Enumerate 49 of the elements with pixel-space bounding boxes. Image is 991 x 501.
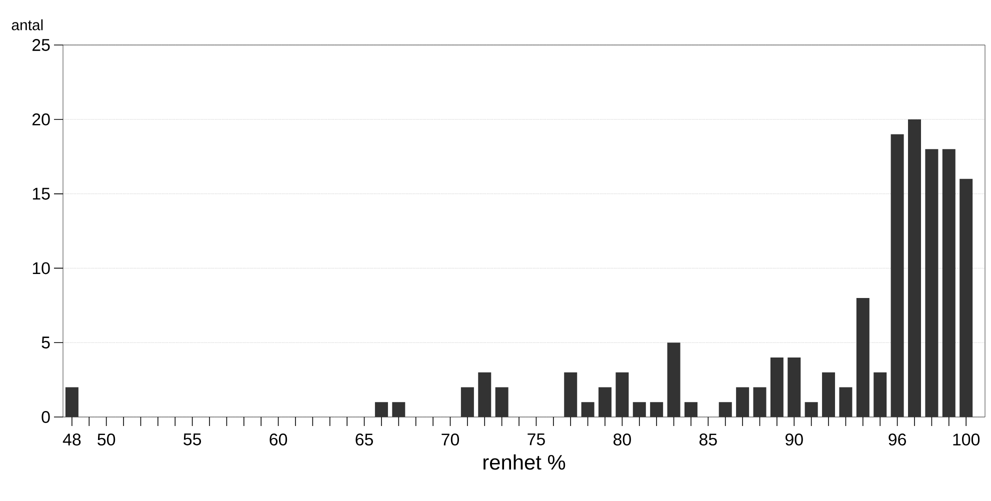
y-tick-label: 15 [32,188,50,200]
x-tick-label: 65 [356,434,373,446]
x-tick-label: 60 [270,434,288,446]
x-tick-label: 96 [888,434,906,446]
bar [856,298,870,417]
bar [753,387,766,417]
y-tick-label: 5 [42,336,50,349]
bar [460,387,474,417]
bar [478,372,492,417]
bar [374,402,388,417]
x-tick-label: 90 [786,434,803,446]
bar [908,119,922,417]
y-axis-title: antal [12,19,43,30]
bar [581,402,594,417]
x-tick-label: 80 [614,434,631,446]
bar [650,402,664,417]
bar [718,402,732,417]
x-tick-label: 75 [528,434,545,446]
bar [874,372,887,417]
bar [960,178,973,417]
bar [616,372,629,417]
y-tick-label: 25 [32,39,50,51]
bar [736,387,750,417]
x-axis-title: renhet % [484,454,566,470]
x-tick-label: 50 [98,434,116,446]
bar [942,149,956,417]
y-tick-label: 20 [32,113,50,126]
bar [598,387,612,417]
bar [890,134,904,417]
bar [770,357,784,417]
bar [564,372,578,417]
bar [925,149,938,417]
bar [392,402,406,417]
bar [667,342,680,417]
y-tick-label: 10 [32,262,50,274]
bar [804,402,818,417]
x-tick-label: 100 [953,434,980,446]
bar [684,402,698,417]
bar [495,387,508,417]
y-tick-label: 0 [42,411,50,423]
x-tick-label: 70 [442,434,459,446]
x-tick-label: 48 [62,434,81,446]
bar [822,372,836,417]
bar [65,387,78,417]
bar [839,387,852,417]
x-tick-label: 55 [184,434,202,446]
x-tick-label: 85 [699,434,717,446]
bar [632,402,646,417]
bar [788,357,801,417]
